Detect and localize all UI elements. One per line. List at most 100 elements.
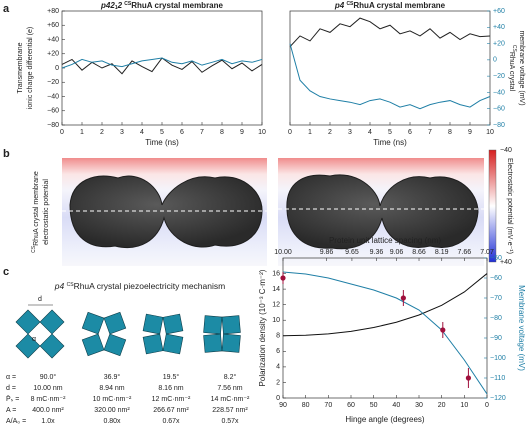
y-tick-label: +20	[47, 51, 59, 58]
y2-axis-label: CSRhuA crystal	[508, 45, 517, 92]
label-part: CS	[31, 245, 37, 253]
y2-tick-label: 0	[493, 57, 497, 64]
x-axis-label: Time (ns)	[373, 138, 407, 147]
x-tick-label: 4	[140, 129, 144, 136]
series-line	[282, 271, 488, 395]
y2-tick-label: +40	[493, 24, 505, 31]
title-part: CS	[346, 1, 354, 7]
rotating-square	[221, 333, 241, 353]
title-part: p4	[334, 1, 347, 10]
rotating-square	[203, 315, 223, 335]
x-tick-label: 6	[408, 129, 412, 136]
y-tick-label: −40	[47, 93, 59, 100]
table-cell: 10.00 nm	[33, 385, 62, 392]
series-line	[289, 43, 491, 110]
table-cell: 19.5°	[163, 373, 180, 381]
rotating-square	[162, 333, 184, 355]
x-tick-label: 5	[160, 129, 164, 136]
x-tick-label: 70	[324, 402, 332, 409]
y2-tick-label: −60	[490, 275, 502, 282]
title-part: 2	[117, 1, 125, 10]
title-part: RhuA crystal membrane	[131, 1, 223, 10]
y-tick-label: +60	[47, 22, 59, 29]
alpha-label: α	[32, 336, 36, 343]
rotating-square	[142, 333, 164, 355]
y-tick-label: −80	[47, 122, 59, 129]
x2-tick-label: 8.19	[435, 249, 449, 256]
data-point	[440, 327, 446, 333]
y-tick-label: 6	[276, 348, 280, 355]
x-tick-label: 80	[302, 402, 310, 409]
x-tick-label: 7	[200, 129, 204, 136]
y2-axis-label: membrane voltage (mV)	[518, 30, 525, 105]
table-cell: 8.2°	[224, 373, 237, 381]
rotating-square	[39, 309, 65, 335]
x-tick-label: 3	[348, 129, 352, 136]
y2-tick-label: −60	[493, 106, 505, 113]
x2-tick-label: 8.66	[412, 249, 426, 256]
x-tick-label: 9	[240, 129, 244, 136]
panel-label: c	[3, 266, 9, 278]
x-axis-label: Time (ns)	[145, 138, 179, 147]
y-tick-label: −20	[47, 79, 59, 86]
x-tick-label: 60	[347, 402, 355, 409]
chart-title: p4 CSRhuA crystal membrane	[334, 1, 446, 10]
x-tick-label: 0	[60, 129, 64, 136]
d-label: d	[38, 296, 42, 303]
colorbar-tick-label: −40	[500, 147, 512, 154]
x-tick-label: 10	[486, 129, 494, 136]
series-line	[61, 57, 263, 75]
x-tick-label: 4	[368, 129, 372, 136]
x-tick-label: 2	[328, 129, 332, 136]
x-tick-label: 3	[120, 129, 124, 136]
rotating-square	[103, 311, 127, 335]
rotating-square	[103, 333, 127, 357]
y-tick-label: 0	[276, 395, 280, 402]
y-axis-label: Transmembrane	[17, 42, 24, 93]
table-cell: 8 mC·nm⁻²	[31, 396, 66, 403]
title-part: p4	[54, 281, 67, 291]
y2-tick-label: −20	[493, 73, 505, 80]
table-cell: 0.67x	[162, 418, 180, 425]
y2-tick-label: −40	[493, 89, 505, 96]
rotating-square	[81, 311, 105, 335]
x-tick-label: 8	[448, 129, 452, 136]
x2-tick-label: 10.00	[274, 249, 292, 256]
y2-tick-label: −100	[490, 355, 506, 362]
x-tick-label: 20	[438, 402, 446, 409]
row-label: A/A₀ =	[6, 418, 26, 425]
x-tick-label: 1	[80, 129, 84, 136]
y-tick-label: 14	[272, 286, 280, 293]
data-point	[400, 295, 406, 301]
y-tick-label: −60	[47, 108, 59, 115]
rotating-square	[39, 333, 65, 359]
y-axis-label: Polarization density (10⁻³ C·m⁻²)	[258, 269, 267, 386]
series-line	[289, 17, 491, 47]
rotating-square	[15, 309, 41, 335]
y2-tick-label: −80	[493, 122, 505, 129]
rotating-square	[162, 313, 184, 335]
y2-tick-label: +60	[493, 8, 505, 15]
x2-tick-label: 7.66	[458, 249, 472, 256]
y2-tick-label: −80	[490, 315, 502, 322]
x-tick-label: 5	[388, 129, 392, 136]
y2-tick-label: +20	[493, 40, 505, 47]
data-point	[465, 375, 472, 381]
series-line	[61, 57, 263, 69]
x-tick-label: 6	[180, 129, 184, 136]
label-part: RhuA crystal membrane	[33, 171, 40, 246]
x2-tick-label: 9.36	[370, 249, 384, 256]
rotating-square	[221, 315, 241, 335]
row-label: A =	[6, 407, 16, 414]
table-cell: 36.9°	[104, 373, 121, 381]
y-axis-label: electrostatic potential	[43, 179, 50, 245]
x2-tick-label: 7.07	[480, 249, 494, 256]
x-tick-label: 9	[468, 129, 472, 136]
mechanism-title: p4 CSRhuA crystal piezoelectricity mecha…	[54, 281, 225, 291]
x-tick-label: 0	[288, 129, 292, 136]
y-tick-label: 4	[276, 364, 280, 371]
title-part: RhuA crystal piezoelectricity mechanism	[74, 281, 226, 291]
title-part: 1	[115, 5, 118, 11]
series-line	[282, 273, 488, 337]
chart-title: p4212 CSRhuA crystal membrane	[100, 1, 223, 11]
